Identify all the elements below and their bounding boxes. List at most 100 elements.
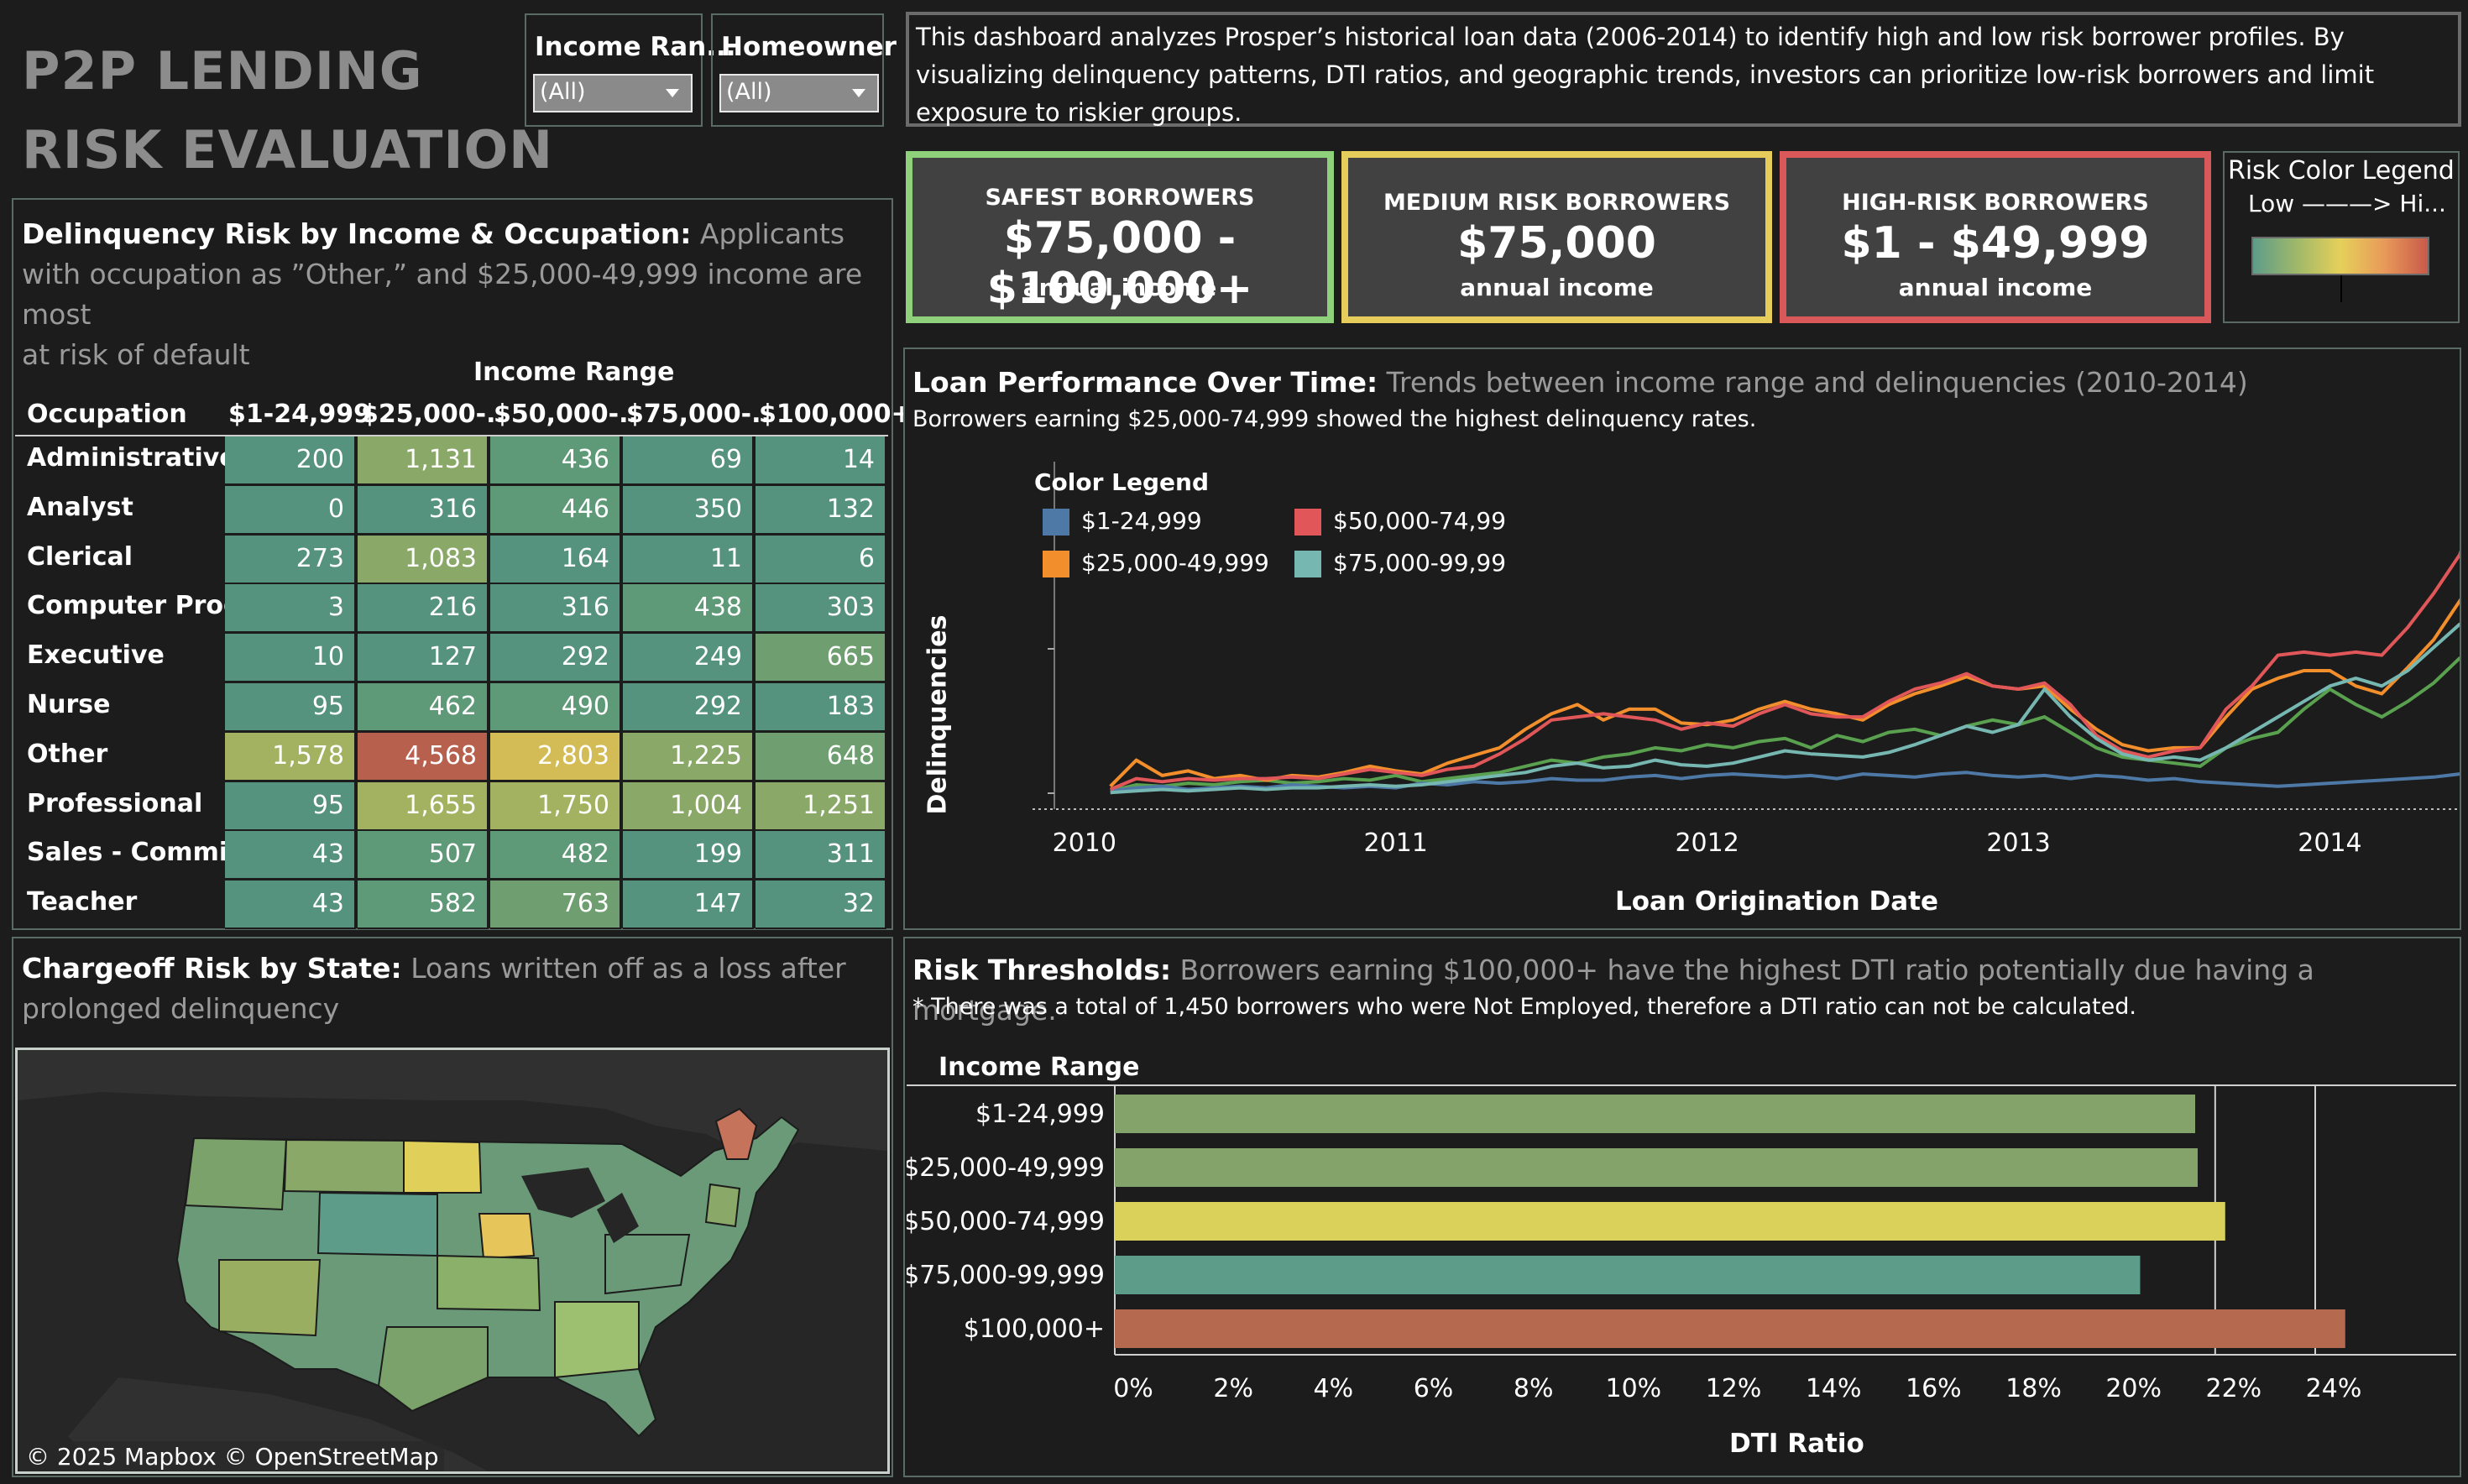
- heatmap-cell[interactable]: 32: [756, 880, 886, 930]
- line-chart-title: Loan Performance Over Time: Trends betwe…: [912, 363, 2449, 403]
- bar-chart-note: * There was a total of 1,450 borrowers w…: [912, 994, 2136, 1020]
- income-range-select[interactable]: (All): [533, 74, 693, 112]
- line-chart-title-desc: Trends between income range and delinque…: [1386, 366, 2248, 399]
- map-title-desc: Loans written off as a loss after: [410, 952, 846, 985]
- bar[interactable]: [1115, 1148, 2198, 1187]
- kpi-safest-borrowers: SAFEST BORROWERS $75,000 - $100,000+ ann…: [906, 151, 1334, 323]
- heatmap-cell[interactable]: 69: [623, 436, 754, 485]
- kpi-title: HIGH-RISK BORROWERS: [1842, 190, 2149, 216]
- heatmap-cell[interactable]: 292: [623, 683, 754, 732]
- heatmap-cell[interactable]: 127: [358, 634, 489, 683]
- kpi-title: MEDIUM RISK BORROWERS: [1383, 190, 1731, 216]
- heatmap-cell[interactable]: 582: [358, 880, 489, 930]
- north-dakota: [403, 1139, 483, 1194]
- heatmap-cell[interactable]: 507: [358, 831, 489, 880]
- heatmap-cell[interactable]: 446: [490, 485, 621, 535]
- maine: [714, 1107, 758, 1160]
- series-line[interactable]: [1110, 609, 2460, 795]
- column-header: $1-24,999: [228, 400, 371, 429]
- heatmap-cell[interactable]: 0: [225, 485, 356, 535]
- heatmap-cell[interactable]: 482: [490, 831, 621, 880]
- heatmap-cell[interactable]: 273: [225, 535, 356, 584]
- legend-swatch[interactable]: [1043, 509, 1069, 536]
- heatmap-cell[interactable]: 763: [490, 880, 621, 930]
- series-line[interactable]: [1109, 562, 2460, 788]
- legend-title: Risk Color Legend: [2228, 156, 2455, 186]
- heatmap-cell[interactable]: 95: [225, 781, 356, 831]
- bar[interactable]: [1115, 1095, 2195, 1133]
- heatmap-cell[interactable]: 43: [225, 880, 356, 930]
- heatmap-cell[interactable]: 1,655: [358, 781, 489, 831]
- heatmap-cell[interactable]: 316: [490, 584, 621, 634]
- heatmap-cell[interactable]: 132: [756, 485, 886, 535]
- occupation-label: Teacher: [27, 887, 138, 917]
- x-tick-label: 8%: [1514, 1374, 1554, 1403]
- homeowner-select[interactable]: (All): [719, 74, 879, 112]
- us-state-map[interactable]: © 2025 Mapbox © OpenStreetMap: [15, 1048, 890, 1474]
- heatmap-cell[interactable]: 6: [756, 535, 886, 584]
- heatmap-cell[interactable]: 1,750: [490, 781, 621, 831]
- title-line-1: P2P LENDING: [22, 40, 423, 102]
- heatmap-cell[interactable]: 200: [225, 436, 356, 485]
- heatmap-cell[interactable]: 1,004: [623, 781, 754, 831]
- heatmap-cell[interactable]: 1,578: [225, 732, 356, 781]
- kpi-high-risk-borrowers: HIGH-RISK BORROWERS $1 - $49,999 annual …: [1780, 151, 2211, 323]
- heatmap-cell[interactable]: 2,803: [490, 732, 621, 781]
- heatmap-cell[interactable]: 311: [756, 831, 886, 880]
- x-tick-label: 4%: [1314, 1374, 1354, 1403]
- occupation-label: Clerical: [27, 541, 133, 572]
- y-axis-label: Delinquencies: [923, 614, 953, 815]
- dashboard-description: This dashboard analyzes Prosper’s histor…: [906, 12, 2461, 127]
- select-value: (All): [726, 79, 772, 105]
- kpi-value: $1 - $49,999: [1841, 218, 2150, 269]
- heatmap-cell[interactable]: 1,083: [358, 535, 489, 584]
- heatmap-cell[interactable]: 1,251: [756, 781, 886, 831]
- occupation-label: Executive: [27, 640, 165, 671]
- kpi-subtitle: annual income: [1898, 274, 2093, 301]
- legend-swatch[interactable]: [1294, 509, 1321, 536]
- bar[interactable]: [1115, 1256, 2141, 1294]
- loan-performance-panel: [903, 347, 2461, 930]
- kpi-subtitle: annual income: [1460, 274, 1654, 301]
- bar[interactable]: [1115, 1309, 2345, 1348]
- bar-chart-title-desc: Borrowers earning $100,000+ have the hig…: [912, 954, 2314, 1027]
- heatmap-cell[interactable]: 462: [358, 683, 489, 732]
- heatmap-cell[interactable]: 14: [756, 436, 886, 485]
- heatmap-cell[interactable]: 1,131: [358, 436, 489, 485]
- bar[interactable]: [1115, 1202, 2225, 1241]
- heatmap-cell[interactable]: 11: [623, 535, 754, 584]
- series-line[interactable]: [1109, 485, 2460, 792]
- heatmap-cell[interactable]: 436: [490, 436, 621, 485]
- heatmap-cell[interactable]: 4,568: [358, 732, 489, 781]
- heatmap-cell[interactable]: 3: [225, 584, 356, 634]
- heatmap-cell[interactable]: 316: [358, 485, 489, 535]
- risk-color-legend: Risk Color Legend Low ———> Hi...: [2223, 151, 2460, 323]
- heatmap-cell[interactable]: 350: [623, 485, 754, 535]
- x-tick-label: 22%: [2205, 1374, 2261, 1403]
- heatmap-cell[interactable]: 183: [756, 683, 886, 732]
- heatmap-cell[interactable]: 1,225: [623, 732, 754, 781]
- heatmap-cell[interactable]: 43: [225, 831, 356, 880]
- legend-swatch[interactable]: [1043, 551, 1069, 577]
- heatmap-cell[interactable]: 10: [225, 634, 356, 683]
- heatmap-cell[interactable]: 147: [623, 880, 754, 930]
- heatmap-cell[interactable]: 292: [490, 634, 621, 683]
- bar-chart[interactable]: $1-24,999 $25,000-49,999 $50,000-74,999 $75…: [907, 1086, 2456, 1422]
- map-attribution[interactable]: © 2025 Mapbox © OpenStreetMap: [21, 1441, 444, 1471]
- series-line[interactable]: [1110, 652, 2460, 793]
- heatmap-cell[interactable]: 438: [623, 584, 754, 634]
- heatmap-cell[interactable]: 490: [490, 683, 621, 732]
- heatmap-cell[interactable]: 164: [490, 535, 621, 584]
- heatmap-cell[interactable]: 665: [756, 634, 886, 683]
- heatmap-cell[interactable]: 216: [358, 584, 489, 634]
- heatmap-cell[interactable]: 249: [623, 634, 754, 683]
- line-chart[interactable]: 2010 2011 2012 2013 2014: [1007, 453, 2460, 865]
- map-title-desc: prolonged delinquency: [22, 992, 340, 1025]
- x-tick-label: 10%: [1605, 1374, 1661, 1403]
- legend-swatch[interactable]: [1294, 551, 1321, 577]
- heatmap-cell[interactable]: 648: [756, 732, 886, 781]
- heatmap-cell[interactable]: 199: [623, 831, 754, 880]
- heatmap-cell[interactable]: 303: [756, 584, 886, 634]
- heatmap-cell[interactable]: 95: [225, 683, 356, 732]
- x-axis-label: Loan Origination Date: [1615, 886, 1939, 917]
